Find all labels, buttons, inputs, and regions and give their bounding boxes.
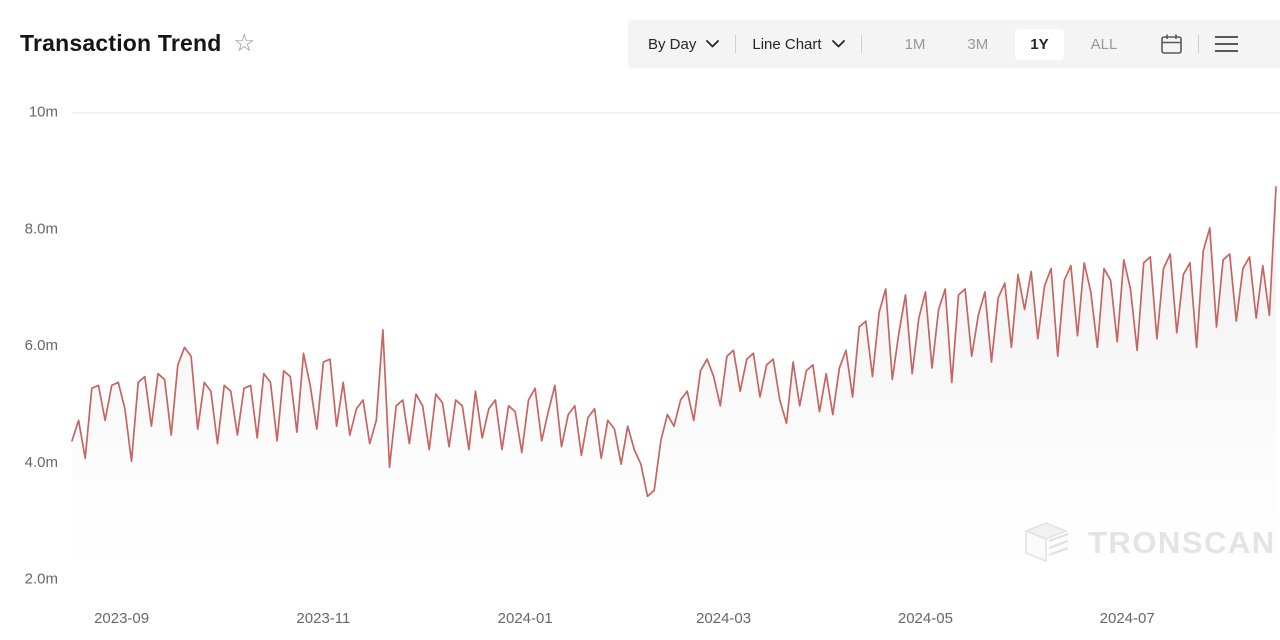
toolbar-divider: [860, 35, 862, 53]
chevron-down-icon: [706, 40, 720, 48]
chart-type-dropdown[interactable]: Line Chart: [752, 35, 845, 53]
y-tick-label: 2.0m: [25, 571, 58, 588]
menu-button[interactable]: [1214, 35, 1239, 53]
interval-dropdown-label: By Day: [648, 35, 697, 53]
range-button-all[interactable]: ALL: [1090, 35, 1118, 53]
chevron-down-icon: [831, 40, 845, 48]
favorite-star-icon[interactable]: ☆: [233, 29, 256, 57]
x-tick-label: 2024-03: [696, 610, 751, 627]
x-tick-label: 2024-01: [498, 610, 553, 627]
toolbar-divider: [735, 35, 737, 53]
range-button-1m[interactable]: 1M: [904, 35, 926, 53]
series-line: [71, 186, 1277, 498]
y-tick-label: 4.0m: [25, 454, 58, 471]
page-title: Transaction Trend: [20, 30, 222, 56]
x-tick-label: 2023-11: [296, 610, 350, 627]
x-tick-label: 2023-09: [94, 610, 149, 627]
interval-dropdown[interactable]: By Day: [648, 35, 720, 53]
series-area-fill: [72, 186, 1276, 578]
toolbar-divider: [1198, 35, 1200, 53]
y-tick-label: 8.0m: [25, 220, 58, 237]
chart-header: Transaction Trend ☆ By Day Line Chart 1M…: [0, 0, 1280, 72]
range-selector: 1M 3M 1Y ALL: [884, 28, 1139, 60]
chart-type-dropdown-label: Line Chart: [752, 35, 822, 53]
calendar-button[interactable]: [1160, 33, 1183, 56]
menu-icon: [1215, 36, 1239, 52]
chart-toolbar: By Day Line Chart 1M 3M 1Y ALL: [628, 20, 1280, 68]
x-axis: 2023-09 2023-11 2024-01 2024-03 2024-05 2024-…: [94, 610, 1155, 627]
y-tick-label: 6.0m: [25, 337, 58, 354]
y-axis: 10m 8.0m 6.0m 4.0m 2.0m: [25, 104, 58, 588]
calendar-icon: [1161, 34, 1183, 54]
x-tick-label: 2024-05: [898, 610, 953, 627]
x-tick-label: 2024-07: [1100, 610, 1155, 627]
range-button-1y[interactable]: 1Y: [1015, 28, 1064, 60]
y-tick-label: 10m: [29, 104, 58, 121]
range-button-3m[interactable]: 3M: [967, 35, 989, 53]
